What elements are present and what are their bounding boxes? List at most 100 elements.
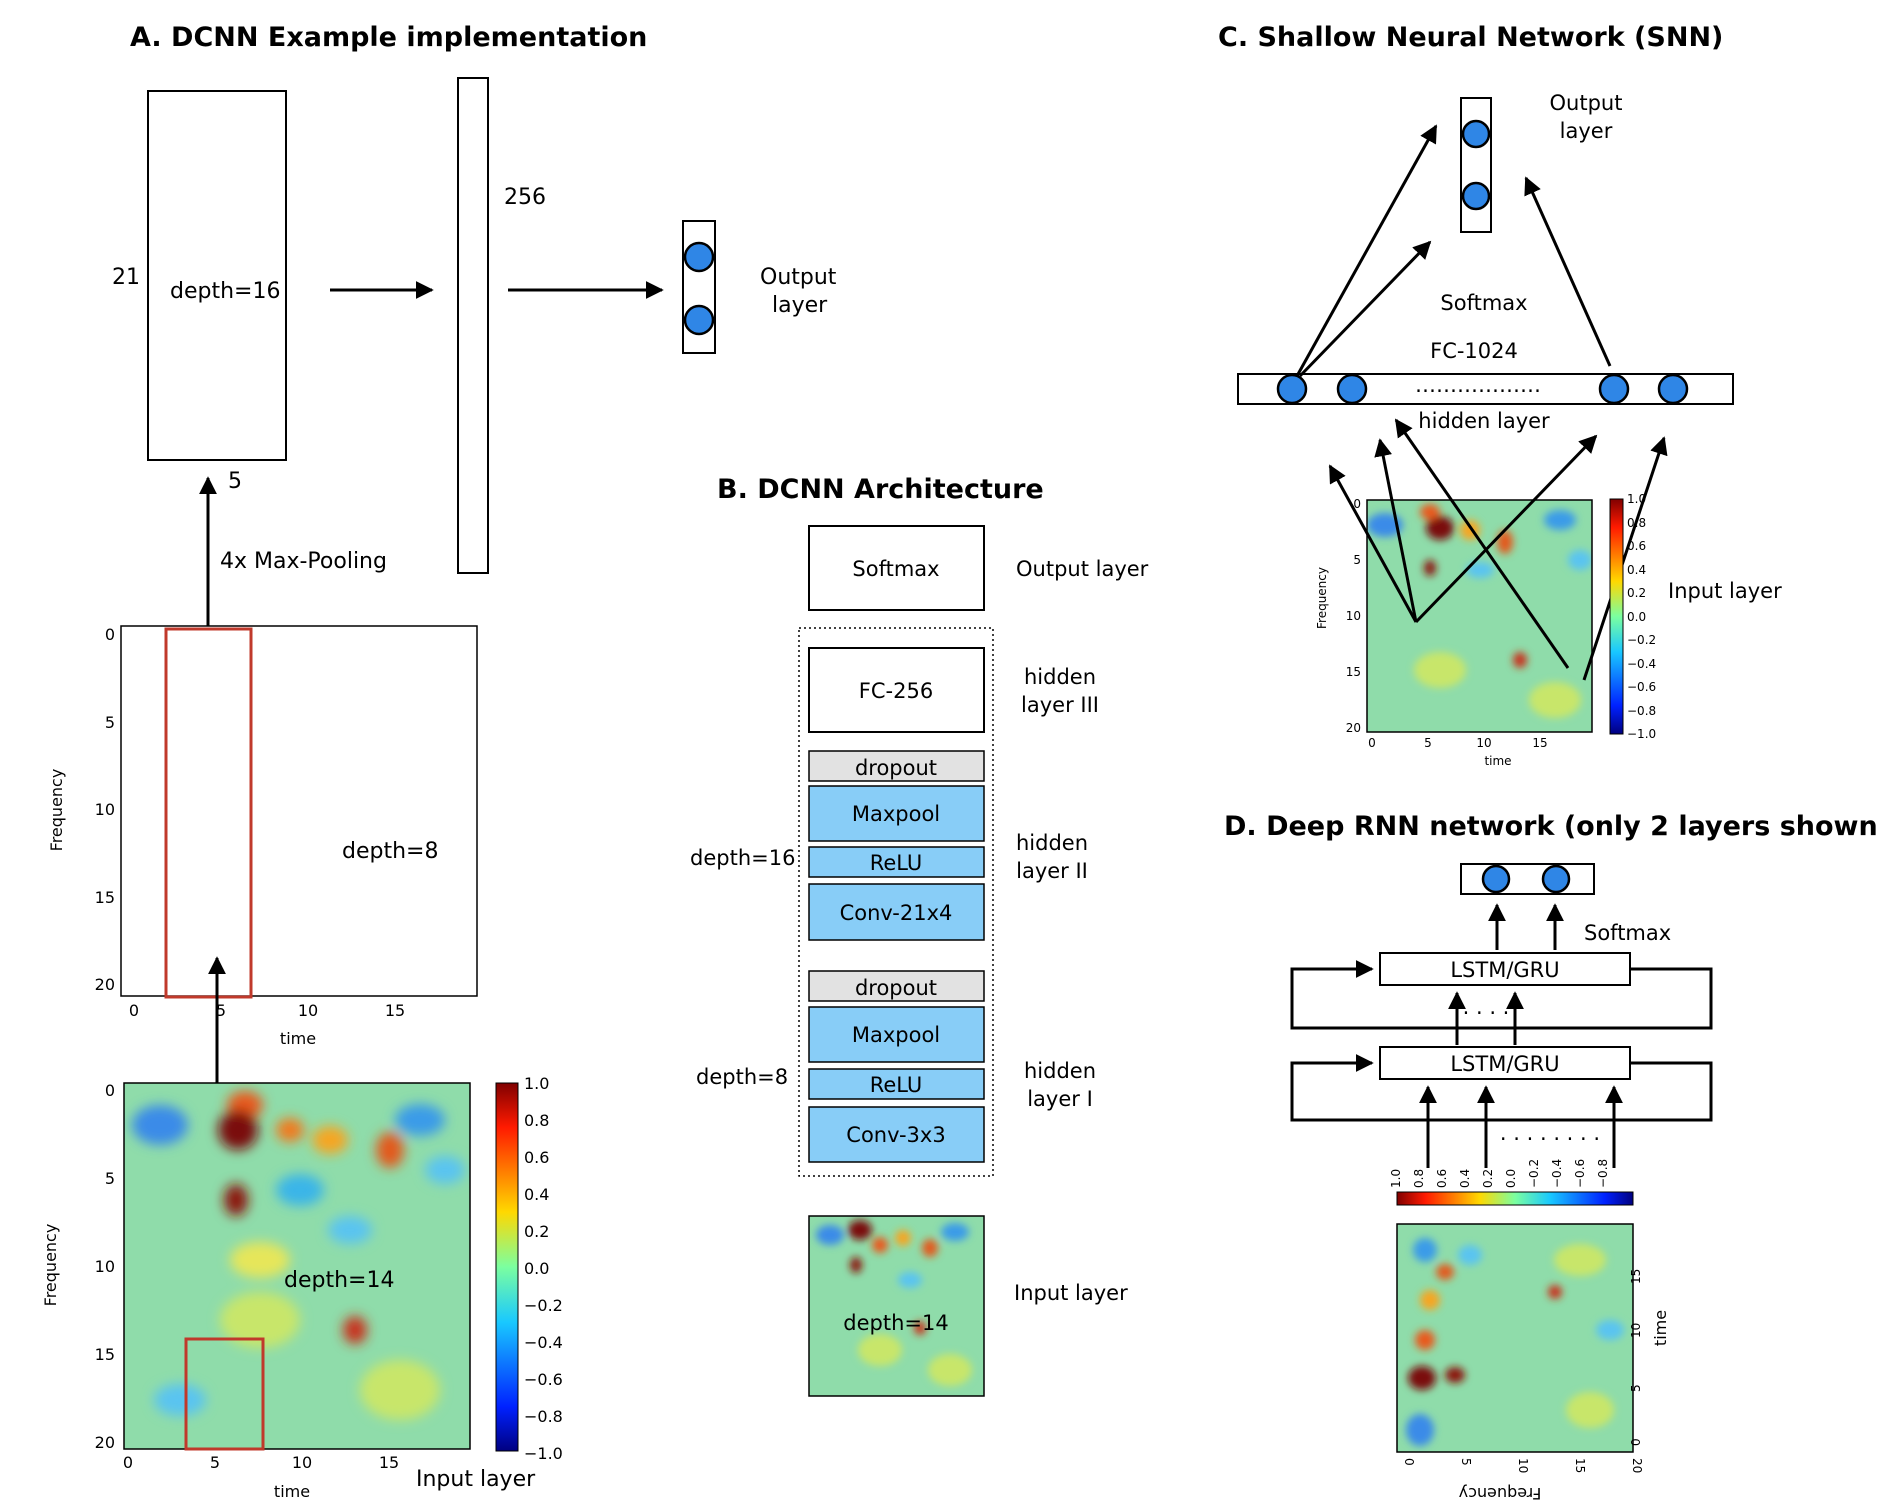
input-xticks: 0 5 10 15: [123, 1453, 399, 1472]
ytick: 5: [105, 713, 115, 732]
arrow-input-to-hidden: [1582, 436, 1668, 681]
block-height-label: 21: [112, 265, 140, 290]
colorbar-tick: 0.0: [524, 1259, 549, 1278]
ytick: 15: [1629, 1269, 1643, 1284]
colorbar-tick: 1.0: [1627, 492, 1646, 506]
panel-b-title: B. DCNN Architecture: [717, 474, 1044, 505]
colorbar-tick: 0.6: [524, 1148, 549, 1167]
colorbar-tick: −0.6: [1573, 1159, 1587, 1188]
snn-output-label-line1: Output: [1550, 91, 1623, 115]
dropout-box: [808, 970, 985, 1002]
snn-output-box: [1460, 97, 1492, 233]
ytick: 0: [1353, 497, 1361, 511]
block-width-label: 5: [228, 469, 242, 494]
ytick: 5: [105, 1169, 115, 1188]
input-heatmap-frame: [123, 1082, 471, 1450]
maxpool-label: Maxpool: [852, 1023, 940, 1047]
ytick: 15: [1346, 665, 1361, 679]
xtick: 10: [298, 1001, 318, 1020]
colorbar-tick: −0.2: [1627, 633, 1656, 647]
colorbar-tick: 0.2: [1627, 586, 1646, 600]
colorbar-tick: −0.8: [524, 1407, 563, 1426]
snn-softmax-label: Softmax: [1440, 291, 1527, 315]
ytick: 5: [1353, 553, 1361, 567]
conv-box: [808, 883, 985, 941]
input-yticks: 0 5 10 15 20: [95, 1081, 115, 1452]
recurrent-loop-bottom: [1290, 1054, 1713, 1122]
xtick: 10: [292, 1453, 312, 1472]
ytick: 0: [1629, 1438, 1643, 1446]
snn-hidden-layer: [1237, 373, 1734, 405]
snn-input-frame: [1366, 499, 1593, 733]
rnn-input-frame: [1396, 1223, 1634, 1453]
panel-a-title: A. DCNN Example implementation: [130, 22, 647, 53]
ytick: 20: [95, 1433, 115, 1452]
colorbar-tick: −1.0: [524, 1444, 563, 1463]
colorbar-tick: 0.4: [1627, 563, 1646, 577]
maxpool-label: Maxpool: [852, 802, 940, 826]
xtick: 10: [1476, 736, 1491, 750]
colorbar-tick: −0.4: [524, 1333, 563, 1352]
ytick: 10: [1346, 609, 1361, 623]
colorbar-tick: −0.8: [1596, 1159, 1610, 1188]
output-node: [1461, 181, 1491, 211]
xtick: 5: [210, 1453, 220, 1472]
panel-d: D. Deep RNN network (only 2 layers shown…: [1224, 811, 1878, 1503]
panel-d-title: D. Deep RNN network (only 2 layers shown…: [1224, 811, 1878, 842]
fc-box: [808, 647, 985, 733]
hidden-node: [1598, 373, 1630, 405]
colorbar-tick: 0.2: [1481, 1169, 1495, 1188]
colorbar-tick: 0.4: [524, 1185, 549, 1204]
hidden1-label-line2: layer I: [1027, 1087, 1093, 1111]
output-node: [683, 241, 715, 273]
block-depth-label: depth=16: [170, 279, 280, 304]
hidden2-label-line1: hidden: [1016, 831, 1088, 855]
ytick: 20: [1346, 721, 1361, 735]
rnn-colorbar: [1396, 1191, 1634, 1206]
rnn-xticks: 0 5 10 15 20: [1402, 1458, 1644, 1473]
hidden2-label-line2: layer II: [1016, 859, 1088, 883]
rnn-cell-bottom: [1379, 1046, 1631, 1080]
colorbar-tick: −1.0: [1627, 727, 1656, 741]
input-heatmap-b: [809, 1216, 984, 1396]
snn-hidden-label: hidden layer: [1418, 409, 1550, 433]
colorbar-tick: 0.8: [524, 1111, 549, 1130]
xtick: 0: [1368, 736, 1376, 750]
ytick: 20: [95, 975, 115, 994]
xtick: 20: [1630, 1458, 1644, 1473]
input-ylabel: Frequency: [41, 1224, 60, 1307]
arrow-input-to-hidden: [1394, 418, 1570, 669]
input-depth-label-b: depth=14: [843, 1311, 948, 1335]
colorbar-tick: −0.2: [524, 1296, 563, 1315]
output-layer-label: Output layer: [1016, 557, 1149, 581]
ytick: 15: [95, 1345, 115, 1364]
snn-hidden-dots: ………………: [1415, 373, 1541, 397]
input-heatmap-b-frame: [808, 1215, 985, 1397]
receptive-field: [164, 627, 253, 999]
feature-map-ylabel: Frequency: [47, 769, 66, 852]
rnn-yticks: 0 5 10 15: [1629, 1269, 1643, 1446]
maxpool-label: 4x Max-Pooling: [220, 549, 387, 574]
block2-depth-label: depth=16: [690, 846, 795, 870]
arrow-input-to-hidden: [1374, 438, 1418, 623]
rnn-ylabel: time: [1651, 1310, 1670, 1346]
hidden1-label-line1: hidden: [1024, 1059, 1096, 1083]
dense-label: 256: [504, 185, 546, 210]
conv-block-depth16: [147, 90, 287, 461]
relu-label: ReLU: [870, 851, 923, 875]
dropout-label: dropout: [855, 976, 937, 1000]
panel-b: B. DCNN Architecture Softmax Output laye…: [690, 474, 1149, 1397]
output-label-line2: layer: [772, 293, 828, 318]
snn-xlabel: time: [1484, 754, 1511, 768]
hidden3-label-line2: layer III: [1021, 693, 1099, 717]
colorbar-tick: 0.6: [1627, 539, 1646, 553]
colorbar-tick: 0.2: [524, 1222, 549, 1241]
recurrent-loop-top: [1290, 960, 1713, 1030]
input-depth-label: depth=14: [284, 1268, 394, 1293]
hidden3-label-line1: hidden: [1024, 665, 1096, 689]
ytick: 0: [105, 625, 115, 644]
rnn-input-dots: · · · · · · · ·: [1500, 1127, 1600, 1151]
colorbar-tick: 0.0: [1627, 610, 1646, 624]
conv-label: Conv-3x3: [846, 1123, 945, 1147]
colorbar-tick: 1.0: [1389, 1169, 1403, 1188]
